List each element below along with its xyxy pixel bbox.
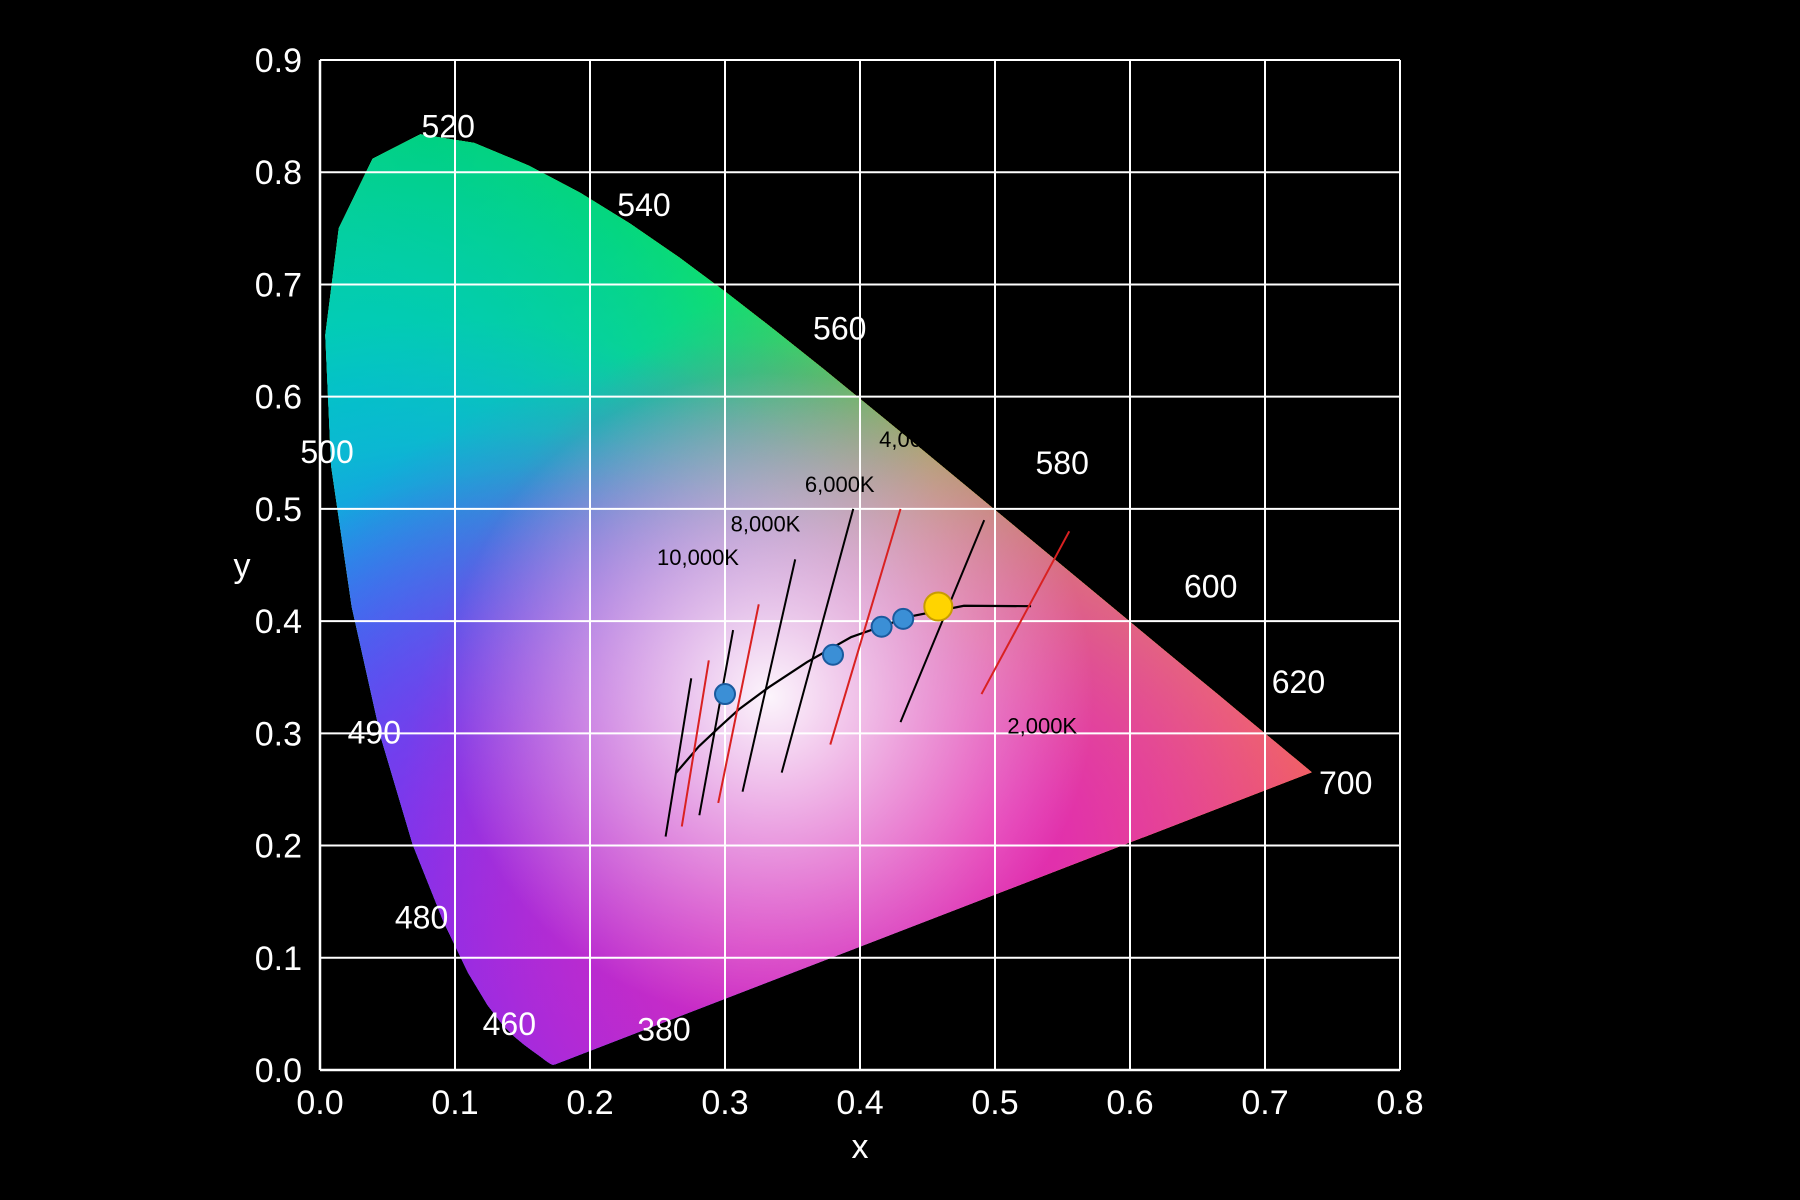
spectral-label: 460 bbox=[483, 1006, 536, 1042]
data-point bbox=[823, 645, 843, 665]
spectral-label: 540 bbox=[617, 187, 670, 223]
y-tick-label: 0.2 bbox=[255, 828, 302, 866]
spectral-label: 700 bbox=[1319, 765, 1372, 801]
y-axis-label: y bbox=[234, 547, 251, 585]
x-tick-label: 0.5 bbox=[971, 1084, 1018, 1122]
x-tick-label: 0.0 bbox=[296, 1084, 343, 1122]
y-tick-label: 0.9 bbox=[255, 42, 302, 80]
x-tick-label: 0.4 bbox=[836, 1084, 883, 1122]
isotherm-label: 6,000K bbox=[805, 472, 875, 497]
x-tick-label: 0.1 bbox=[431, 1084, 478, 1122]
x-tick-label: 0.3 bbox=[701, 1084, 748, 1122]
x-tick-label: 0.2 bbox=[566, 1084, 613, 1122]
y-tick-label: 0.6 bbox=[255, 379, 302, 417]
y-tick-label: 0.3 bbox=[255, 715, 302, 753]
spectral-label: 500 bbox=[300, 434, 353, 470]
isotherm-label: 2,000K bbox=[1007, 713, 1077, 738]
y-tick-label: 0.5 bbox=[255, 491, 302, 529]
spectral-label: 480 bbox=[395, 900, 448, 936]
data-point bbox=[893, 609, 913, 629]
y-tick-label: 0.0 bbox=[255, 1052, 302, 1090]
spectral-label: 600 bbox=[1184, 568, 1237, 604]
isotherm-label: 8,000K bbox=[731, 511, 801, 536]
spectral-label: 520 bbox=[422, 108, 475, 144]
y-tick-label: 0.7 bbox=[255, 266, 302, 304]
x-tick-label: 0.6 bbox=[1106, 1084, 1153, 1122]
cie-chromaticity-svg: 0.0 0.1 0.2 0.3 0.4 0.5 0.6 0.7 0.8 0.0 0.1 0.2 0.3 0… bbox=[0, 0, 1800, 1200]
y-tick-label: 0.4 bbox=[255, 603, 302, 641]
y-tick-label: 0.8 bbox=[255, 154, 302, 192]
cie-diagram-container: 0.0 0.1 0.2 0.3 0.4 0.5 0.6 0.7 0.8 0.0 0.1 0.2 0.3 0… bbox=[0, 0, 1800, 1200]
data-point bbox=[715, 684, 735, 704]
spectral-label: 620 bbox=[1272, 664, 1325, 700]
x-tick-label: 0.8 bbox=[1376, 1084, 1423, 1122]
spectral-label: 490 bbox=[348, 714, 401, 750]
spectral-label: 380 bbox=[637, 1012, 690, 1048]
isotherm-label: 10,000K bbox=[657, 545, 739, 570]
y-tick-label: 0.1 bbox=[255, 940, 302, 978]
spectral-label: 580 bbox=[1036, 445, 1089, 481]
x-tick-label: 0.7 bbox=[1241, 1084, 1288, 1122]
spectral-label: 560 bbox=[813, 310, 866, 346]
data-point bbox=[924, 593, 952, 621]
isotherm-label: 4,000K bbox=[879, 427, 949, 452]
data-point bbox=[872, 617, 892, 637]
x-axis-label: x bbox=[852, 1128, 869, 1166]
